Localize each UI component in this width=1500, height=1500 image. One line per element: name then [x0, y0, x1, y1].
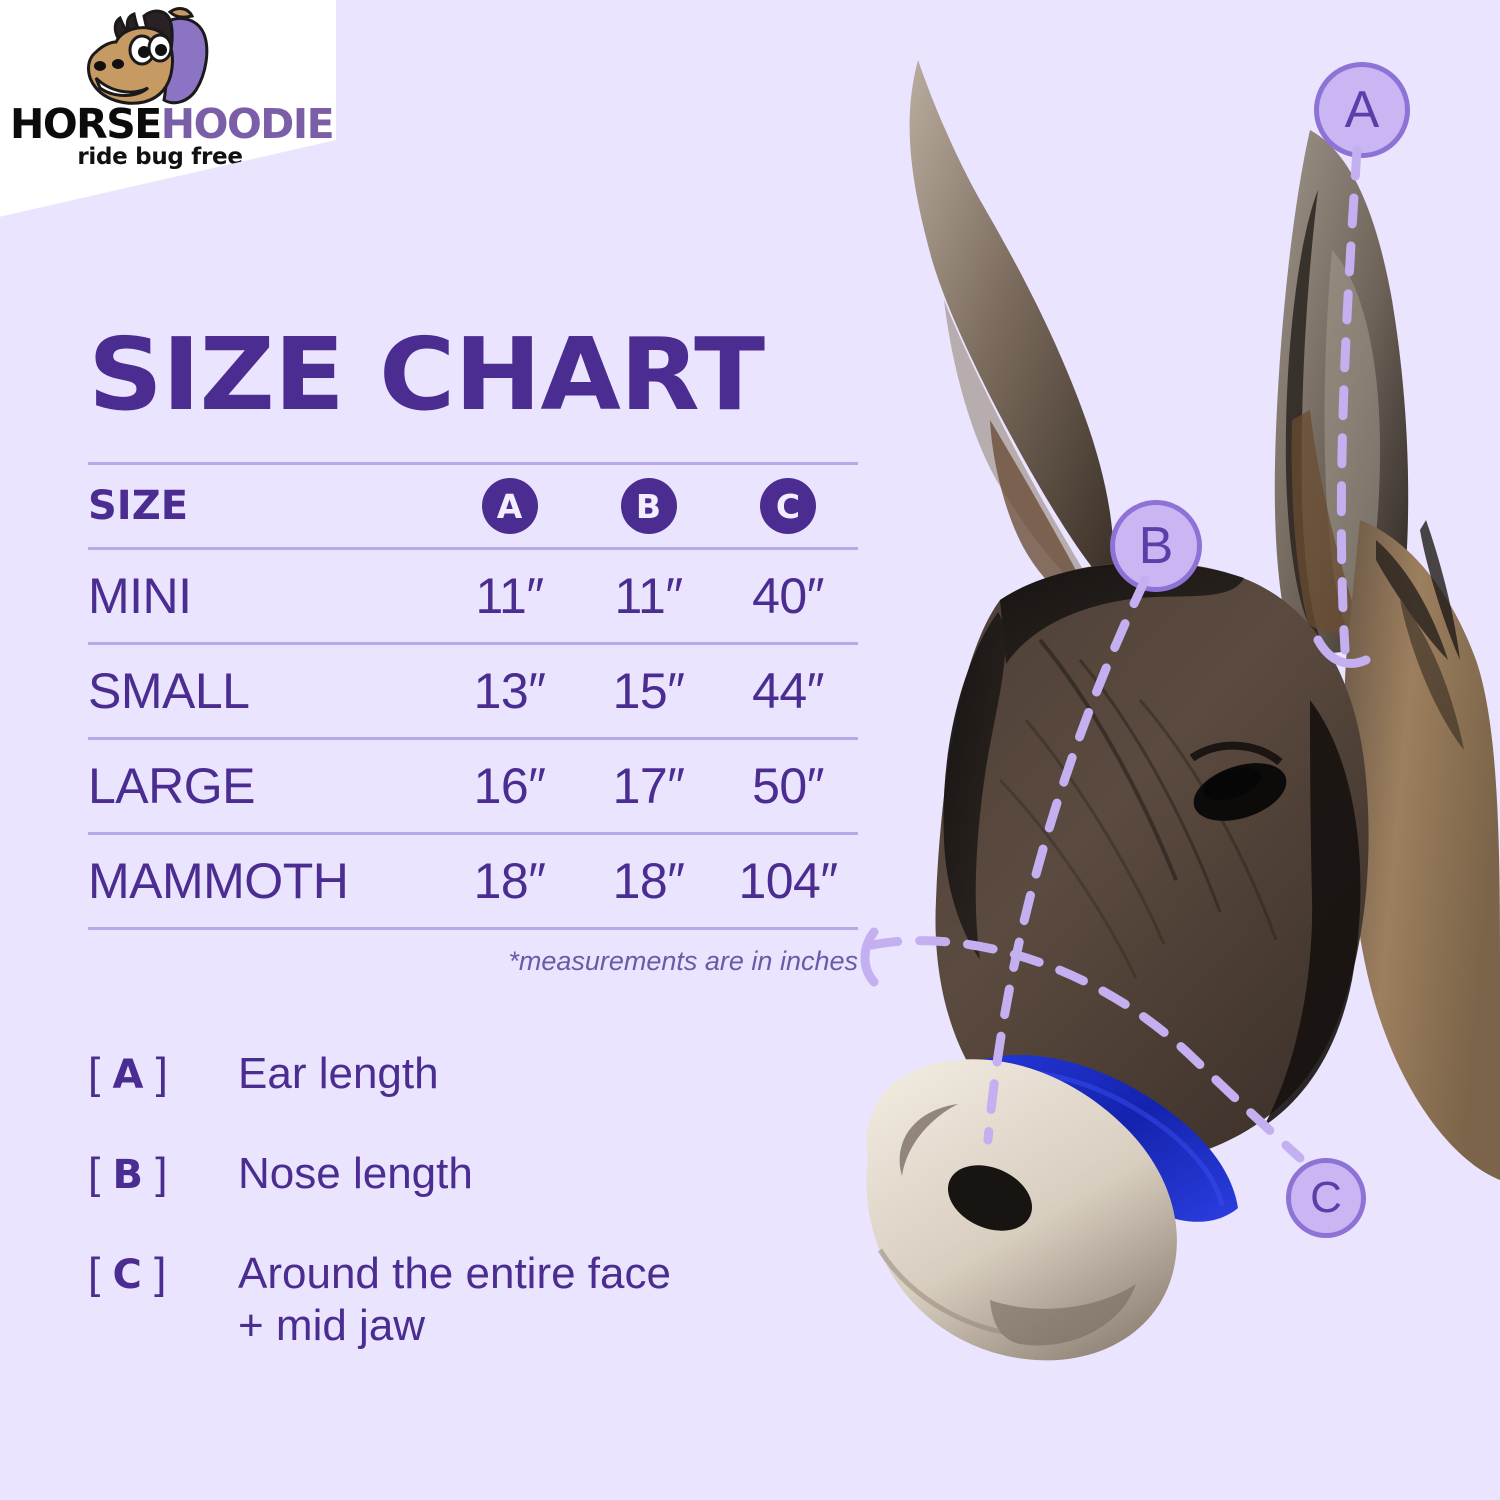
- far-ear: [909, 60, 1114, 590]
- table-row: LARGE 16″ 17″ 50″: [88, 740, 858, 832]
- table-divider: [88, 832, 858, 835]
- column-header-size: SIZE: [88, 483, 189, 529]
- row-value-b: 18″: [612, 853, 685, 909]
- row-size-label: MINI: [88, 568, 192, 624]
- brand-name-part2: HOODIES: [160, 100, 362, 148]
- legend-letter: C: [112, 1251, 142, 1298]
- brand-logo-badge: HORSEHOODIES ride bug free: [0, 0, 336, 220]
- legend-letter: B: [112, 1151, 143, 1198]
- neck: [1344, 520, 1500, 1180]
- row-size-label: MAMMOTH: [88, 853, 349, 909]
- legend-item-b: [ B ] Nose length: [88, 1148, 848, 1200]
- table-row: SMALL 13″ 15″ 44″: [88, 645, 858, 737]
- bracket-open: [: [88, 1248, 101, 1298]
- column-header-c: C: [760, 478, 816, 534]
- column-header-b: B: [620, 478, 677, 534]
- legend-text-c: Around the entire face + mid jaw: [238, 1248, 671, 1350]
- row-value-a: 13″: [473, 663, 546, 719]
- legend-key-b: [ B ]: [88, 1148, 238, 1200]
- marker-b: B: [1110, 500, 1202, 592]
- bracket-close: ]: [155, 1049, 168, 1098]
- row-value-a: 18″: [473, 853, 546, 909]
- row-value-b: 17″: [612, 758, 685, 814]
- table-divider: [88, 462, 858, 465]
- table-header-row: SIZE A B C: [88, 465, 858, 547]
- legend-letter: A: [112, 1052, 144, 1098]
- measurement-units-note: *measurements are in inches: [508, 946, 858, 976]
- donkey-fly-mask-photo: [840, 0, 1500, 1500]
- bracket-open: [: [88, 1049, 101, 1098]
- marker-c: C: [1286, 1158, 1366, 1238]
- legend: [ A ] Ear length [ B ] Nose length [ C ]…: [88, 1048, 848, 1400]
- bracket-close: ]: [154, 1248, 167, 1298]
- horse-head-logo-icon: [87, 7, 209, 105]
- table-row: MAMMOTH 18″ 18″ 104″: [88, 835, 858, 927]
- column-header-a: A: [481, 478, 538, 534]
- table-divider: [88, 642, 858, 645]
- row-value-c: 104″: [738, 853, 838, 909]
- row-value-b: 11″: [614, 568, 683, 624]
- page-title: SIZE CHART: [88, 316, 765, 433]
- bracket-open: [: [88, 1148, 101, 1198]
- marker-a: A: [1314, 62, 1410, 158]
- brand-tagline: ride bug free: [77, 144, 243, 170]
- row-value-a: 11″: [475, 568, 544, 624]
- table-divider: [88, 927, 858, 930]
- bracket-close: ]: [155, 1148, 168, 1198]
- legend-item-c: [ C ] Around the entire face + mid jaw: [88, 1248, 848, 1352]
- table-divider: [88, 547, 858, 550]
- table-divider: [88, 737, 858, 740]
- legend-key-c: [ C ]: [88, 1248, 238, 1300]
- legend-key-a: [ A ]: [88, 1048, 238, 1100]
- size-table: SIZE A B C MINI 11″ 11″ 40″ SMALL 13″ 15…: [88, 462, 858, 930]
- legend-text-b: Nose length: [238, 1148, 473, 1198]
- row-value-b: 15″: [612, 663, 685, 719]
- brand-wordmark: HORSEHOODIES: [10, 104, 336, 145]
- row-size-label: SMALL: [88, 663, 250, 719]
- row-value-c: 40″: [752, 568, 824, 624]
- table-row: MINI 11″ 11″ 40″: [88, 550, 858, 642]
- row-value-c: 44″: [752, 663, 824, 719]
- brand-name-part1: HORSE: [10, 100, 162, 148]
- legend-item-a: [ A ] Ear length: [88, 1048, 848, 1100]
- legend-text-a: Ear length: [238, 1049, 439, 1098]
- row-value-c: 50″: [752, 758, 824, 814]
- row-size-label: LARGE: [88, 758, 256, 814]
- row-value-a: 16″: [473, 758, 546, 814]
